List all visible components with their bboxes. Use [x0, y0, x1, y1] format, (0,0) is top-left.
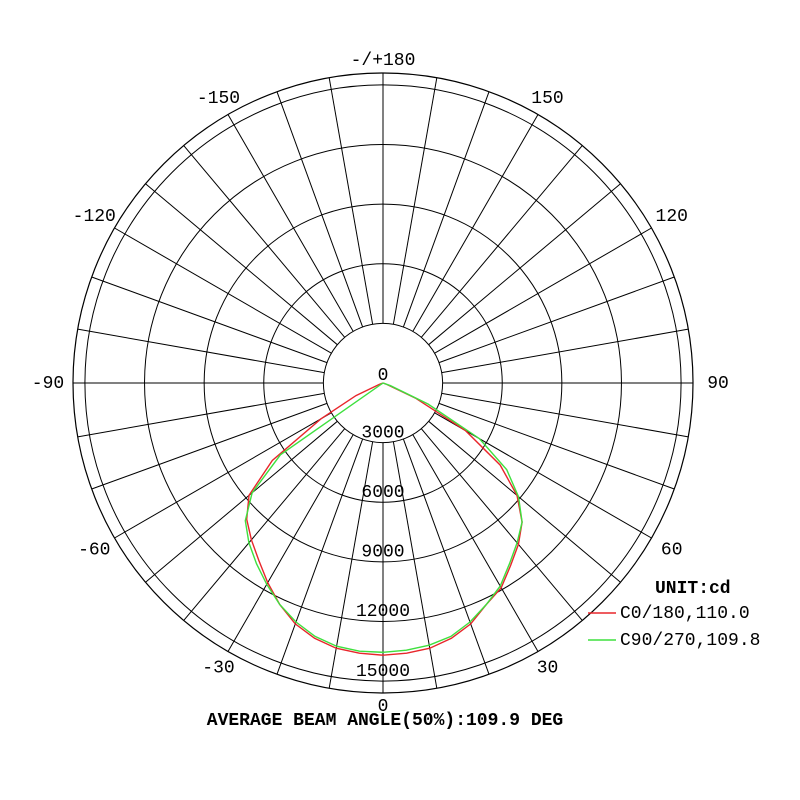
r-tick-label: 9000	[361, 543, 404, 563]
spoke	[114, 227, 332, 354]
theta-tick-label: -120	[73, 207, 116, 227]
legend-label: C90/270,109.8	[620, 631, 760, 651]
spoke	[227, 434, 354, 652]
spoke	[91, 276, 328, 364]
spoke	[438, 402, 675, 490]
theta-tick-label: -90	[32, 374, 64, 394]
spoke	[77, 328, 325, 374]
grid-ring	[144, 144, 622, 622]
spoke	[77, 392, 325, 438]
grid-ring	[322, 322, 444, 444]
series-line	[245, 382, 523, 656]
spoke	[420, 428, 583, 621]
theta-tick-label: 150	[531, 89, 563, 109]
theta-tick-label: -60	[78, 540, 110, 560]
legend-label: C0/180,110.0	[620, 604, 750, 624]
grid-ring	[203, 203, 563, 563]
theta-tick-label: -150	[197, 89, 240, 109]
spoke	[145, 420, 338, 583]
theta-tick-label: -/+180	[351, 51, 416, 71]
spoke	[392, 441, 438, 689]
r-tick-label: 0	[378, 366, 389, 386]
spoke	[412, 434, 539, 652]
spoke	[441, 328, 689, 374]
r-tick-label: 15000	[356, 662, 410, 682]
spoke	[434, 227, 652, 354]
legend-title: UNIT:cd	[655, 579, 731, 599]
theta-tick-label: 0	[378, 697, 389, 717]
spoke	[276, 91, 364, 328]
series-line	[244, 382, 523, 654]
grid-ring	[84, 84, 682, 682]
spoke	[183, 145, 346, 338]
grid-ring	[263, 263, 503, 503]
spoke	[392, 77, 438, 325]
theta-tick-label: 120	[656, 207, 688, 227]
spoke	[402, 438, 490, 675]
spoke	[183, 428, 346, 621]
spoke	[114, 412, 332, 539]
spoke	[412, 114, 539, 332]
spoke	[328, 77, 374, 325]
spoke	[420, 145, 583, 338]
spoke	[428, 183, 621, 346]
spoke	[227, 114, 354, 332]
r-tick-label: 3000	[361, 423, 404, 443]
footer: AVERAGE BEAM ANGLE(50%):109.9 DEG	[207, 711, 563, 731]
spoke	[145, 183, 338, 346]
r-tick-label: 6000	[361, 483, 404, 503]
theta-tick-label: 60	[661, 540, 683, 560]
theta-tick-label: -30	[202, 659, 234, 679]
theta-tick-label: 30	[537, 659, 559, 679]
spoke	[428, 420, 621, 583]
spoke	[328, 441, 374, 689]
spoke	[91, 402, 328, 490]
spoke	[438, 276, 675, 364]
r-tick-label: 12000	[356, 602, 410, 622]
theta-tick-label: 90	[707, 374, 729, 394]
spoke	[441, 392, 689, 438]
spoke	[402, 91, 490, 328]
spoke	[276, 438, 364, 675]
spoke	[434, 412, 652, 539]
